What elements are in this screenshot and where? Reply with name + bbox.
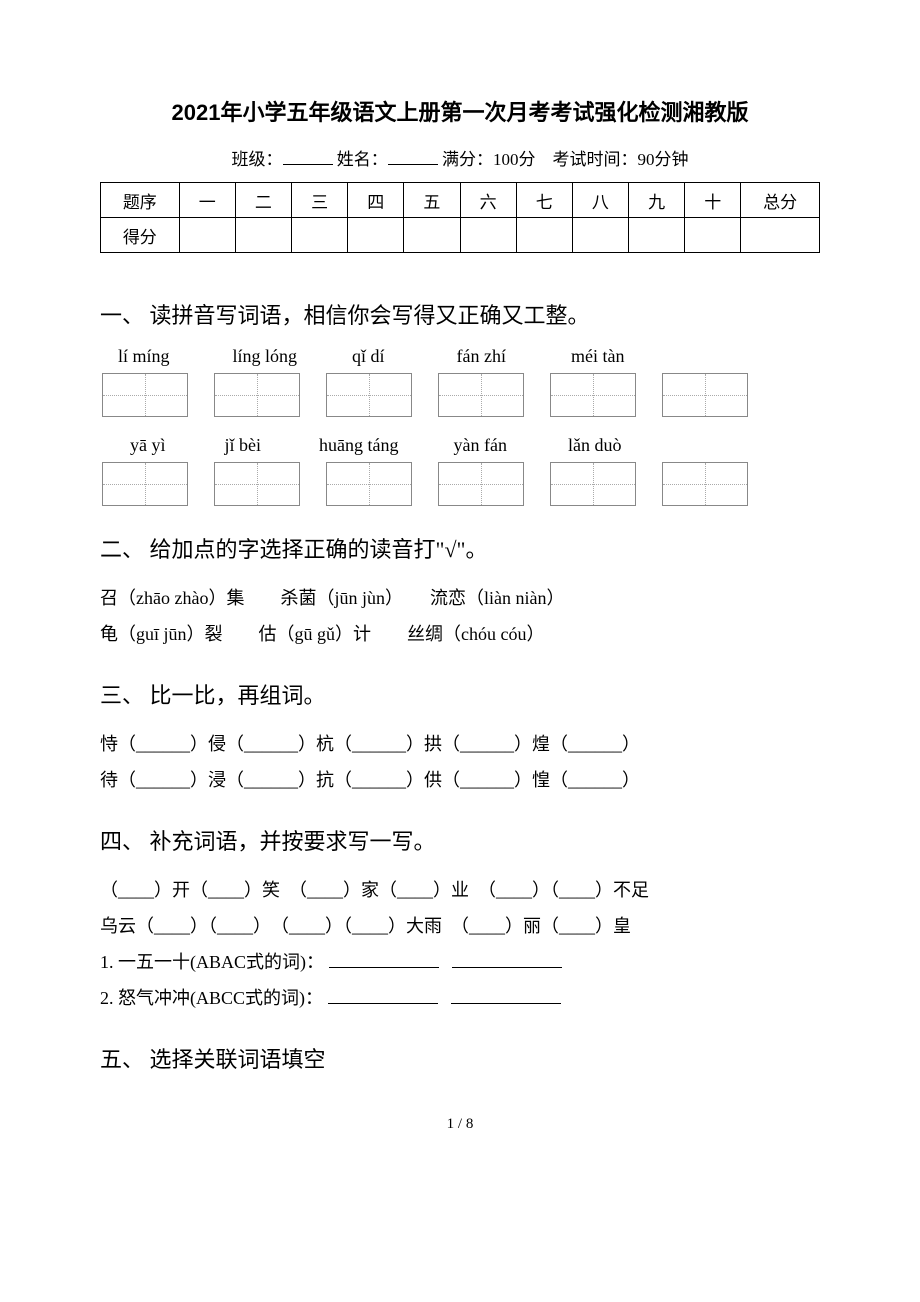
score-cell [348, 218, 404, 253]
col-head: 三 [291, 183, 347, 218]
section-4-line2: 乌云（____）（____） （____）（____）大雨 （____）丽（__… [100, 908, 820, 944]
char-box [550, 373, 636, 417]
section-2-heading: 二、 给加点的字选择正确的读音打"√"。 [100, 532, 820, 564]
section-2-line2: 龟（guī jūn）裂 估（gū gǔ）计 丝绸（chóu cóu） [100, 616, 820, 652]
col-total: 总分 [741, 183, 820, 218]
document-title: 2021年小学五年级语文上册第一次月考考试强化检测湘教版 [100, 95, 820, 127]
table-row: 得分 [101, 218, 820, 253]
section-5-heading: 五、 选择关联词语填空 [100, 1042, 820, 1074]
char-box [102, 373, 188, 417]
table-row: 题序 一 二 三 四 五 六 七 八 九 十 总分 [101, 183, 820, 218]
score-cell [179, 218, 235, 253]
line3-prefix: 1. 一五一十(ABAC式的词)： [100, 952, 324, 972]
col-head: 五 [404, 183, 460, 218]
pinyin: qǐ dí [352, 346, 452, 367]
char-box [662, 373, 748, 417]
section-3-line1: 恃（______）侵（______）杭（______）拱（______）煌（__… [100, 726, 820, 762]
col-head: 六 [460, 183, 516, 218]
col-head: 八 [572, 183, 628, 218]
pinyin: méi tàn [571, 346, 671, 367]
pinyin: yàn fán [454, 435, 564, 456]
pinyin: jǐ bèi [225, 435, 315, 456]
blank [328, 1003, 438, 1004]
score-cell [572, 218, 628, 253]
fullscore-label: 满分：100分 [442, 150, 536, 169]
pinyin: yā yì [130, 435, 220, 456]
score-cell [460, 218, 516, 253]
score-cell [685, 218, 741, 253]
col-head: 四 [348, 183, 404, 218]
row-label: 得分 [101, 218, 180, 253]
pinyin: lǎn duò [568, 435, 668, 456]
char-box [214, 462, 300, 506]
class-label: 班级： [232, 150, 283, 169]
char-box-row [100, 373, 820, 417]
meta-line: 班级： 姓名： 满分：100分 考试时间：90分钟 [100, 145, 820, 170]
score-cell [741, 218, 820, 253]
char-box [214, 373, 300, 417]
time-label: 考试时间：90分钟 [553, 150, 689, 169]
char-box [438, 462, 524, 506]
row-label: 题序 [101, 183, 180, 218]
page-number: 1 / 8 [100, 1116, 820, 1133]
score-cell [291, 218, 347, 253]
section-2-line1: 召（zhāo zhào）集 杀菌（jūn jùn） 流恋（liàn niàn） [100, 580, 820, 616]
blank [451, 1003, 561, 1004]
char-box [662, 462, 748, 506]
col-head: 十 [685, 183, 741, 218]
class-blank [283, 164, 333, 165]
pinyin: líng lóng [233, 346, 348, 367]
section-4-line4: 2. 怒气冲冲(ABCC式的词)： [100, 980, 820, 1016]
pinyin-row: yā yì jǐ bèi huāng táng yàn fán lǎn duò [100, 435, 820, 456]
section-4-line1: （____）开（____）笑 （____）家（____）业 （____）（___… [100, 872, 820, 908]
col-head: 九 [629, 183, 685, 218]
blank [329, 967, 439, 968]
section-3-line2: 待（______）浸（______）抗（______）供（______）惶（__… [100, 762, 820, 798]
section-3-heading: 三、 比一比，再组词。 [100, 678, 820, 710]
score-cell [235, 218, 291, 253]
score-cell [629, 218, 685, 253]
section-4-heading: 四、 补充词语，并按要求写一写。 [100, 824, 820, 856]
char-box [102, 462, 188, 506]
pinyin-row: lí míng líng lóng qǐ dí fán zhí méi tàn [100, 346, 820, 367]
char-box-row [100, 462, 820, 506]
section-1-heading: 一、 读拼音写词语，相信你会写得又正确又工整。 [100, 298, 820, 330]
blank [452, 967, 562, 968]
col-head: 二 [235, 183, 291, 218]
score-cell [404, 218, 460, 253]
char-box [326, 373, 412, 417]
score-cell [516, 218, 572, 253]
score-table: 题序 一 二 三 四 五 六 七 八 九 十 总分 得分 [100, 182, 820, 253]
pinyin: fán zhí [457, 346, 567, 367]
name-label: 姓名： [337, 150, 388, 169]
char-box [550, 462, 636, 506]
char-box [438, 373, 524, 417]
col-head: 七 [516, 183, 572, 218]
char-box [326, 462, 412, 506]
section-4-line3: 1. 一五一十(ABAC式的词)： [100, 944, 820, 980]
line4-prefix: 2. 怒气冲冲(ABCC式的词)： [100, 988, 323, 1008]
col-head: 一 [179, 183, 235, 218]
name-blank [388, 164, 438, 165]
pinyin: lí míng [118, 346, 228, 367]
pinyin: huāng táng [319, 435, 449, 456]
